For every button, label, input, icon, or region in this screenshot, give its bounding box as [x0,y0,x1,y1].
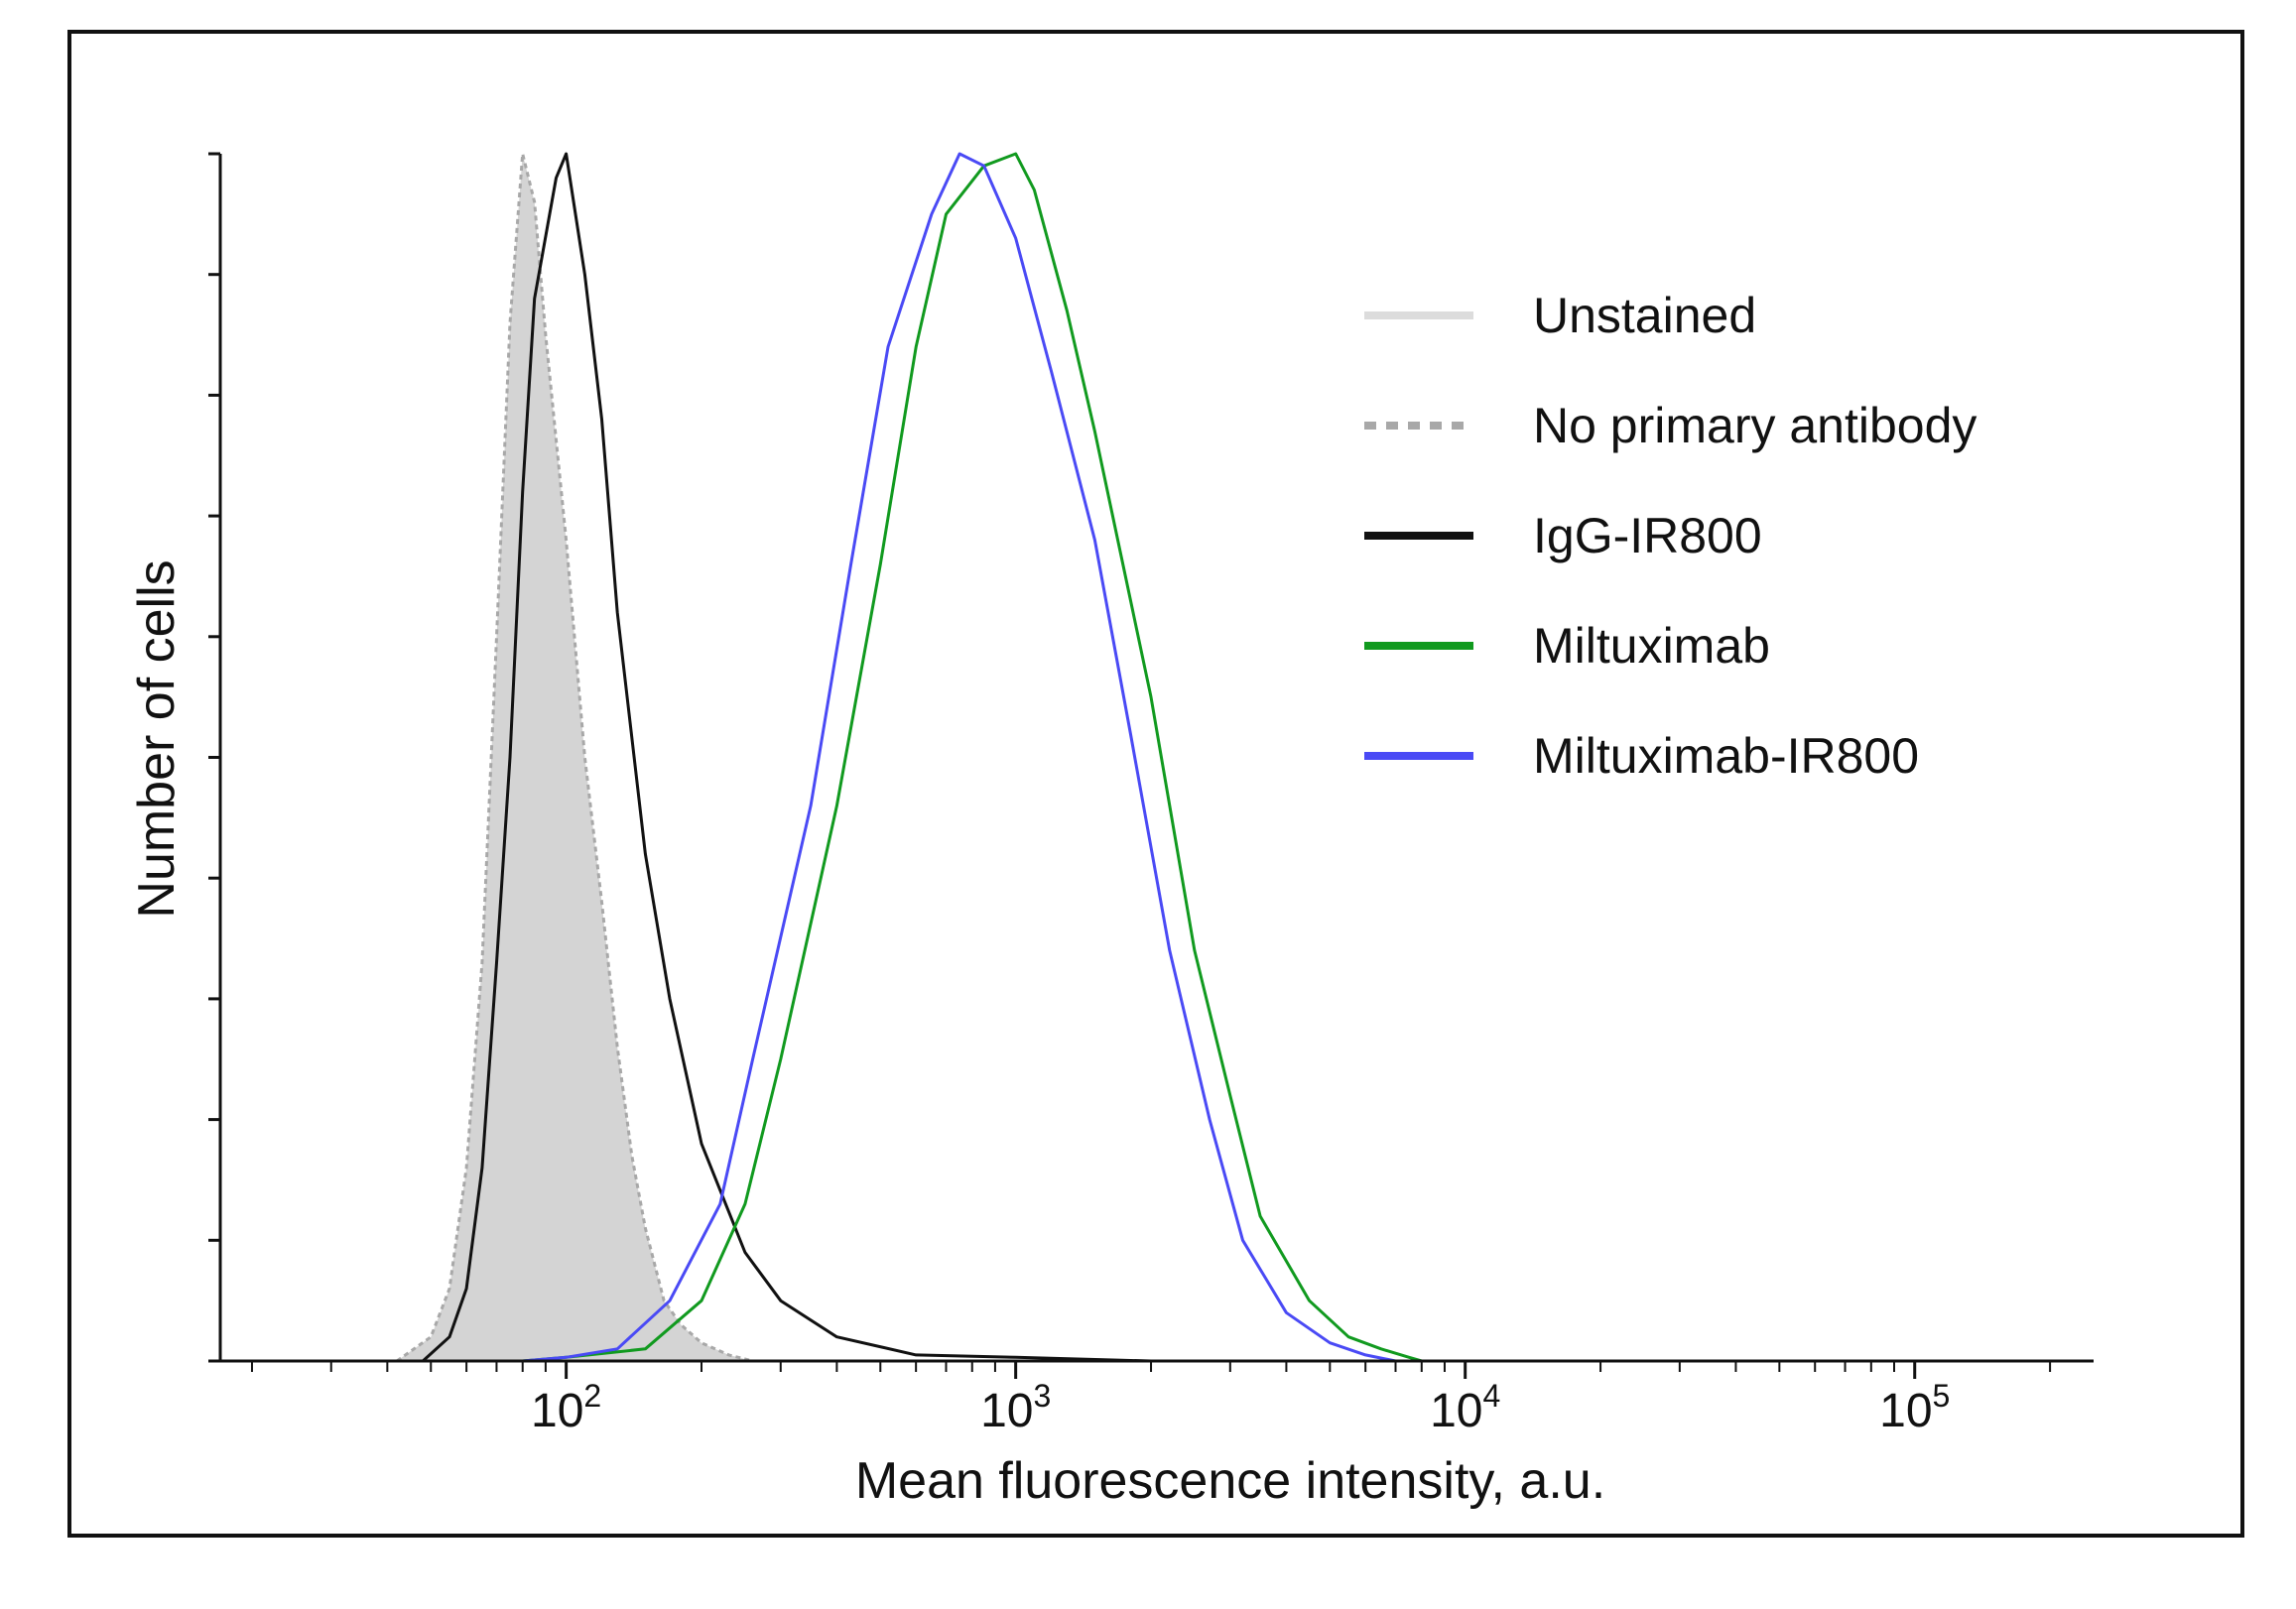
legend-label: Miltuximab [1533,618,1770,674]
x-tick-label: 105 [1879,1378,1950,1437]
x-axis-tick-labels: 102 103 104 105 [531,1378,1950,1437]
series-miltuximab-ir800-line [522,152,1396,1363]
legend-item-igg-ir800: IgG-IR800 [1364,508,1762,563]
legend-item-miltuximab-ir800: Miltuximab-IR800 [1364,728,1919,784]
legend-label: No primary antibody [1533,398,1977,453]
series-igg-ir800-line [422,152,1152,1363]
x-tick-label: 102 [531,1378,601,1437]
y-axis-ticks [208,152,220,1363]
legend: Unstained No primary antibody IgG-IR800 Mil… [1364,288,1977,784]
x-tick-label: 104 [1430,1378,1500,1437]
legend-label: Unstained [1533,288,1756,343]
series-unstained-area [397,154,753,1361]
legend-item-unstained: Unstained [1364,288,1756,343]
y-axis-label: Number of cells [128,559,186,918]
x-axis-ticks [250,1361,2052,1379]
legend-label: Miltuximab-IR800 [1533,728,1919,784]
legend-item-no-primary-antibody: No primary antibody [1364,398,1977,453]
series-no-primary-antibody-line [396,152,753,1363]
figure-border [67,30,2244,1538]
plot-area [396,152,1423,1363]
x-axis-label: Mean fluorescence intensity, a.u. [855,1452,1605,1510]
x-tick-label: 103 [980,1378,1051,1437]
legend-item-miltuximab: Miltuximab [1364,618,1770,674]
series-miltuximab-line [522,152,1423,1363]
legend-label: IgG-IR800 [1533,508,1762,563]
